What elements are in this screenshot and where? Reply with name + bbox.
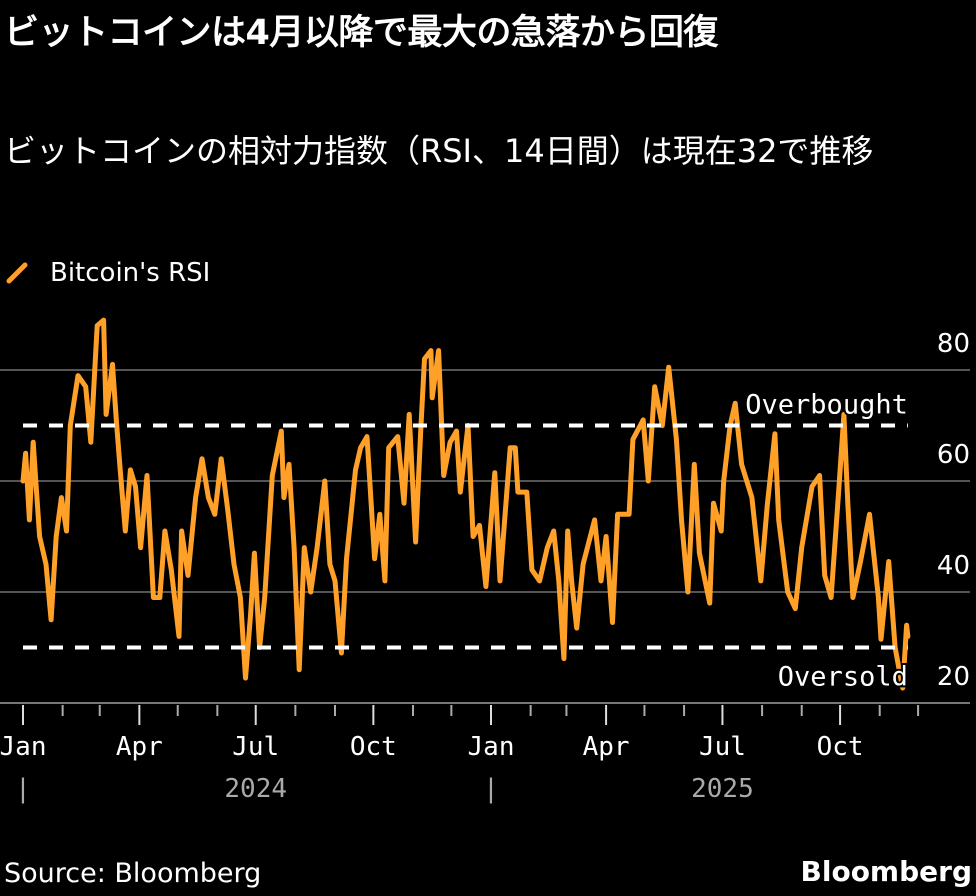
diagonal-line-icon [6,262,28,284]
year-label: 2025 [691,774,754,804]
x-tick-label: Jan [468,732,515,762]
rsi-series-line [20,317,911,691]
source-note: Source: Bloomberg [4,858,262,889]
chart-subtitle: ビットコインの相対力指数（RSI、14日間）は現在32で推移 [4,132,874,170]
x-tick-label: Apr [583,732,630,762]
x-tick-label: Jan [0,732,46,762]
legend-label: Bitcoin's RSI [50,258,211,288]
x-tick-label: Oct [350,732,397,762]
reference-label-oversold: Oversold [778,662,908,693]
x-tick-label: Jul [232,732,279,762]
year-label: 2024 [224,774,287,804]
year-marker: | [15,774,31,804]
bloomberg-logo: Bloomberg [800,855,972,888]
x-tick-label: Jul [699,732,746,762]
legend: Bitcoin's RSI [6,258,210,288]
x-tick-label: Oct [817,732,864,762]
reference-label-overbought: Overbought [745,390,908,421]
x-tick-label: Apr [116,732,163,762]
y-tick-label: 60 [937,440,970,470]
y-tick-label: 40 [937,551,970,581]
chart-title: ビットコインは4月以降で最大の急落から回復 [4,13,718,53]
y-tick-label: 20 [937,662,970,692]
year-marker: | [483,774,499,804]
y-tick-label: 80 [937,329,970,359]
